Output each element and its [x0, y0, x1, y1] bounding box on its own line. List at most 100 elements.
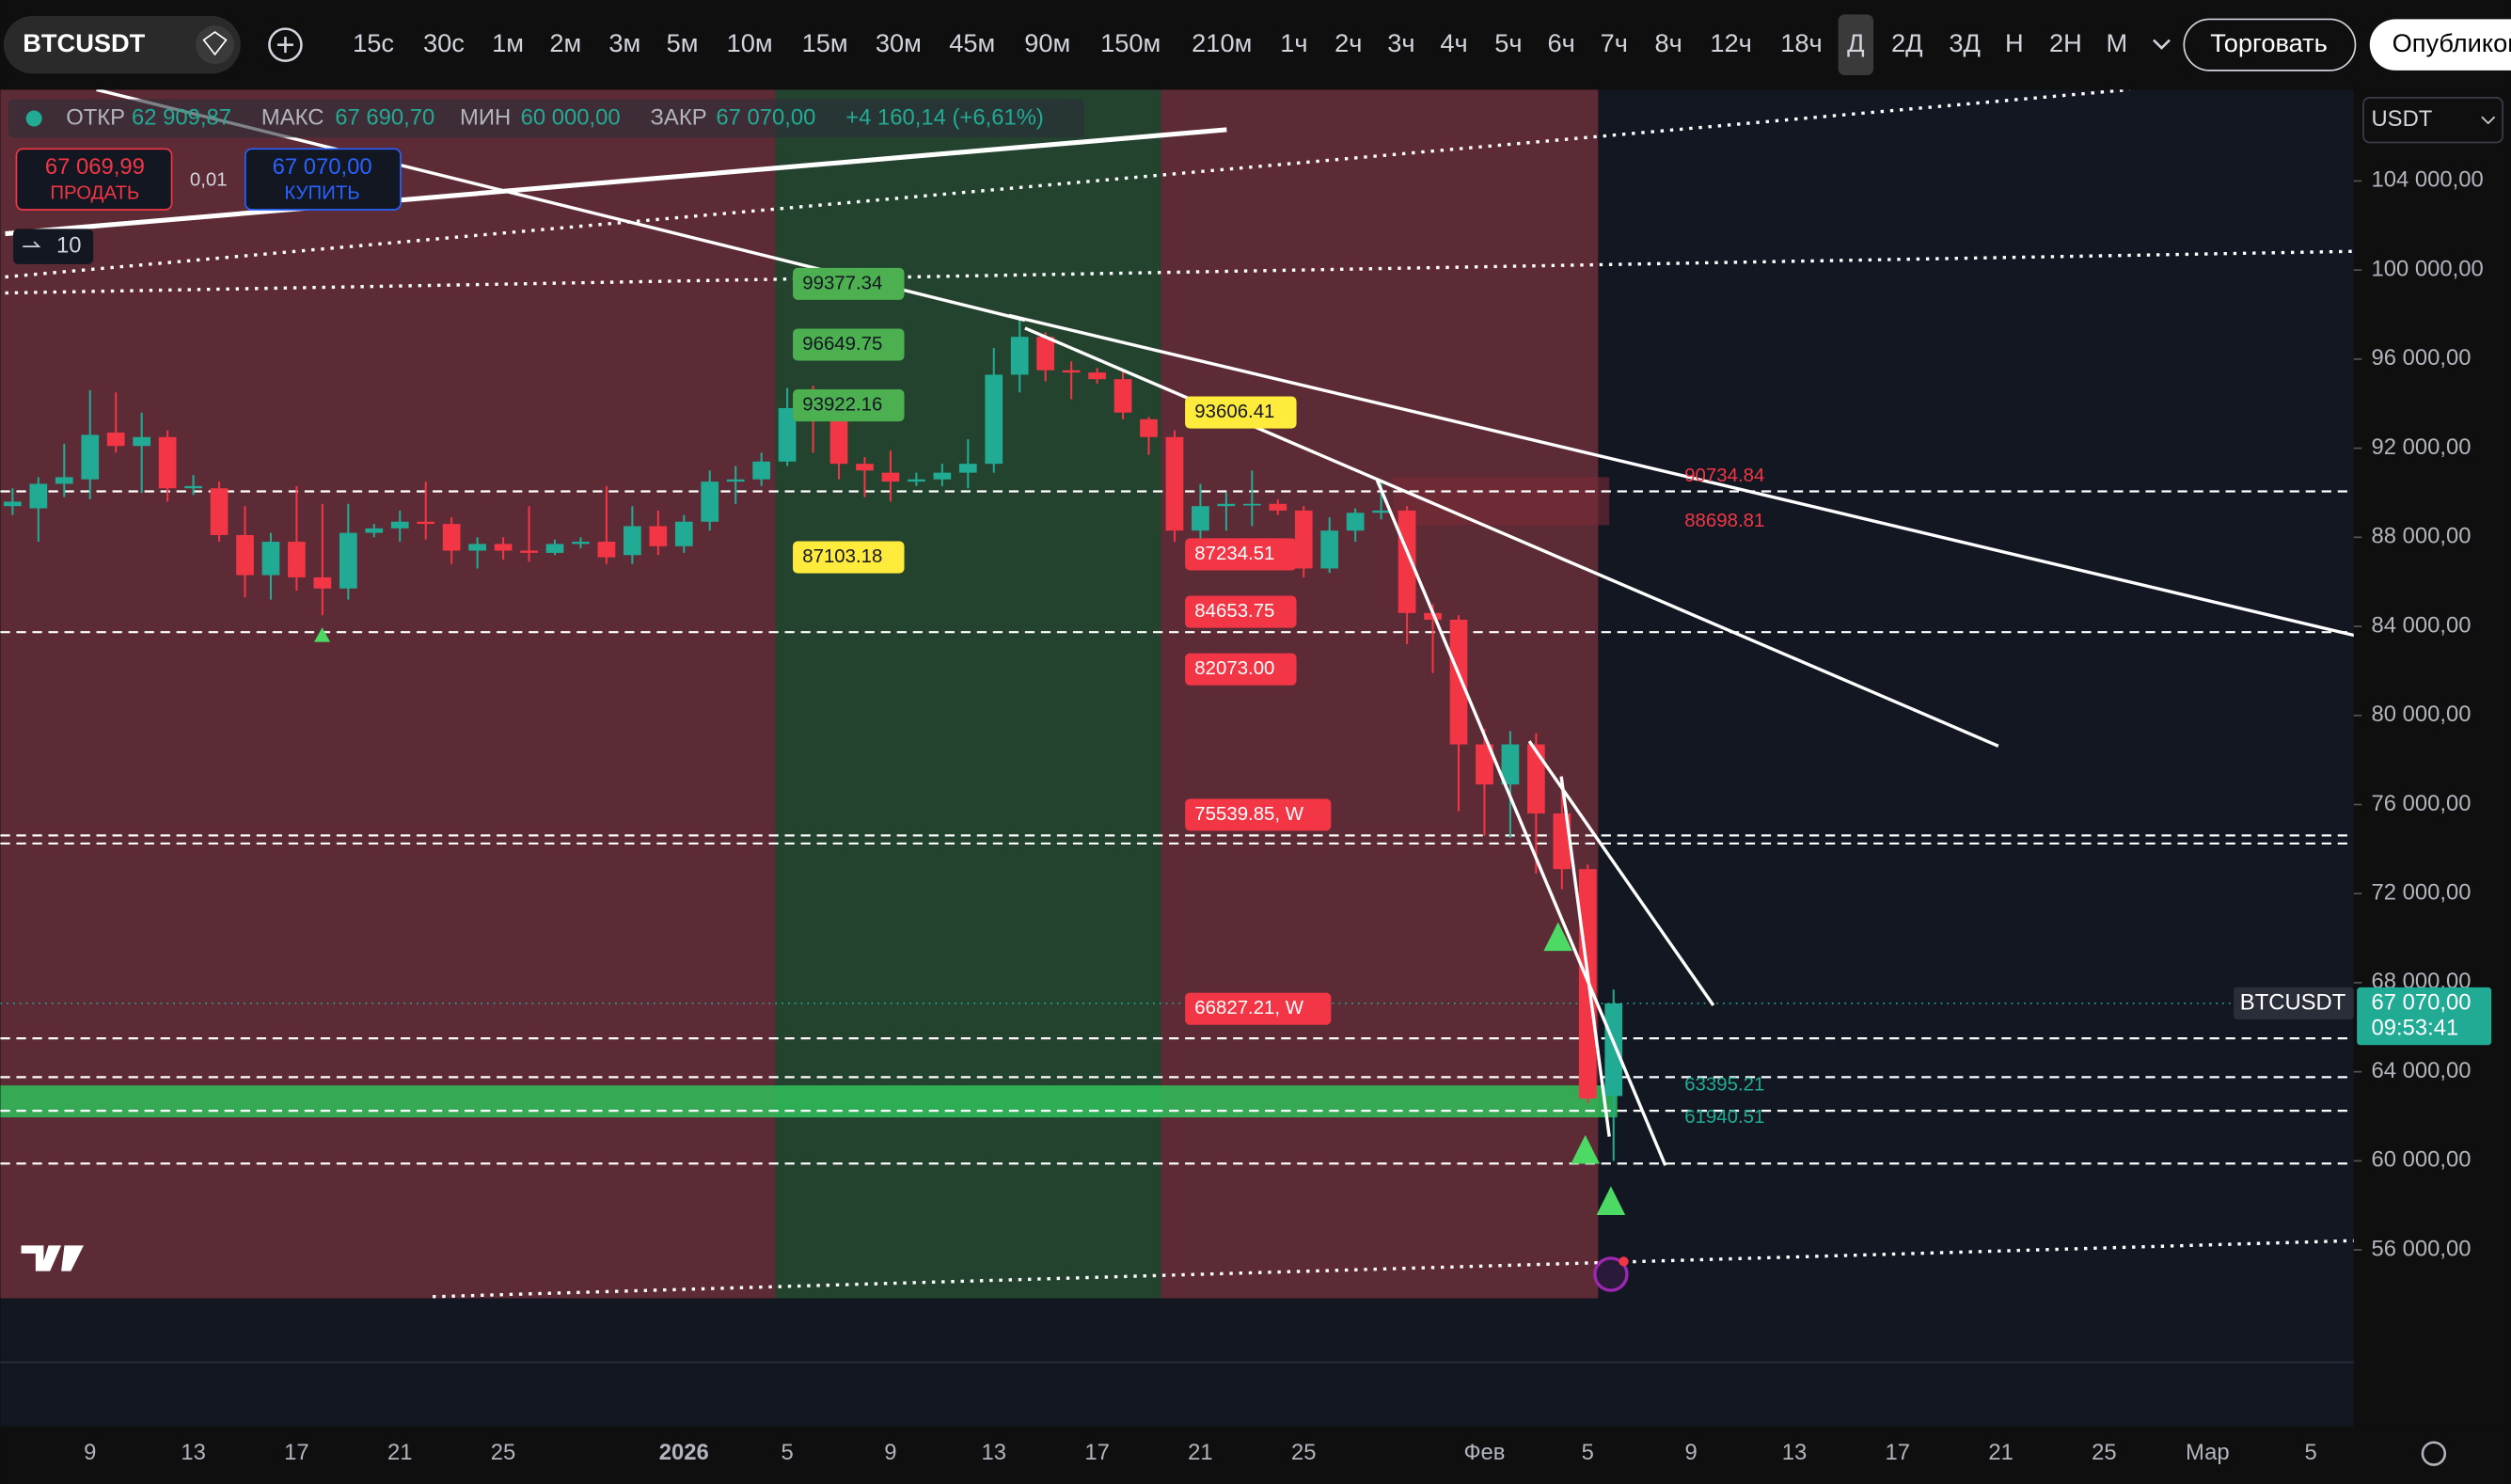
price-tag: [1185, 595, 1297, 628]
price-tag-label: 87234.51: [1194, 544, 1274, 564]
interval[interactable]: 2Д: [1891, 28, 1923, 57]
candle-body: [623, 526, 641, 556]
interval[interactable]: 3ч: [1387, 28, 1414, 57]
interval[interactable]: 30м: [876, 28, 922, 57]
interval[interactable]: 10м: [727, 28, 773, 57]
interval[interactable]: 30с: [423, 28, 465, 57]
quantity-icon: [23, 241, 41, 247]
last-symbol-box: [2234, 987, 2354, 1019]
currency: USDT: [2371, 106, 2432, 132]
price-tag-label: 99377.34: [802, 273, 882, 293]
interval[interactable]: 4ч: [1440, 28, 1467, 57]
trend-line: [1559, 776, 1611, 1137]
time-axis: [0, 1426, 2511, 1484]
y-tick-label: 56 000,00: [2371, 1236, 2471, 1261]
open-label: ОТКР: [66, 104, 125, 130]
candle-body: [468, 544, 486, 551]
more-intervals[interactable]: [2153, 39, 2171, 50]
x-tick-label: Фев: [1463, 1440, 1505, 1465]
interval[interactable]: Н: [2005, 28, 2024, 57]
candle-body: [520, 550, 538, 553]
x-tick-label: 13: [1782, 1440, 1808, 1465]
candle-body: [133, 436, 151, 447]
x-tick-label: 21: [1988, 1440, 2014, 1465]
candle-body: [442, 524, 461, 551]
candle-body: [881, 472, 900, 482]
y-tick-label: 84 000,00: [2371, 612, 2471, 638]
y-tick-label: 72 000,00: [2371, 880, 2471, 906]
legend-bg: [8, 99, 1084, 138]
candle-body: [158, 436, 177, 489]
interval[interactable]: 3Д: [1949, 28, 1981, 57]
candle-body: [106, 433, 125, 447]
interval[interactable]: 45м: [949, 28, 995, 57]
interval[interactable]: 5ч: [1494, 28, 1522, 57]
close-label: ЗАКР: [651, 104, 707, 130]
dotted-channel: [5, 87, 2130, 279]
interval[interactable]: 5м: [667, 28, 699, 57]
candle-body: [1062, 370, 1081, 373]
candle-body: [365, 528, 384, 533]
price-tag-label: 93922.16: [802, 394, 882, 415]
interval[interactable]: 150м: [1100, 28, 1161, 57]
high-label: МАКС: [261, 104, 324, 130]
candle-body: [1269, 503, 1287, 511]
symbol: BTCUSDT: [23, 28, 145, 57]
candle-body: [494, 544, 513, 551]
trend-line: [1527, 740, 1715, 1006]
trend-line: [5, 127, 1227, 237]
interval[interactable]: 2м: [549, 28, 581, 57]
candle-body: [184, 485, 202, 489]
trade-button[interactable]: [2183, 18, 2357, 71]
premium-icon[interactable]: [196, 25, 234, 65]
x-tick-label: 9: [1684, 1440, 1697, 1465]
buy-button[interactable]: [245, 148, 402, 211]
interval[interactable]: 15м: [802, 28, 848, 57]
interval[interactable]: Д: [1847, 28, 1864, 57]
sell-button[interactable]: [15, 148, 173, 211]
price-tag: [1185, 992, 1332, 1025]
interval[interactable]: 1ч: [1280, 28, 1307, 57]
symbol-search[interactable]: [3, 16, 241, 74]
signal-marker: [1571, 1134, 1600, 1164]
quantity-box[interactable]: [13, 229, 94, 264]
y-tick-label: 88 000,00: [2371, 524, 2471, 549]
interval[interactable]: 3м: [608, 28, 640, 57]
price-note: 90734.84: [1684, 466, 1764, 486]
x-tick-label: 17: [1084, 1440, 1110, 1465]
interval[interactable]: 2ч: [1334, 28, 1362, 57]
last-price-label: 67 070,00: [2371, 989, 2471, 1015]
toolbar: [0, 0, 2511, 90]
interval[interactable]: 12ч: [1710, 28, 1751, 57]
price-tag: [793, 541, 905, 574]
event-dot: [1619, 1256, 1629, 1267]
candle-body: [1372, 510, 1390, 513]
countdown: 09:53:41: [2371, 1015, 2458, 1040]
x-tick-label: 9: [884, 1440, 896, 1465]
event-icon[interactable]: [1593, 1256, 1629, 1292]
interval[interactable]: 2Н: [2049, 28, 2082, 57]
interval[interactable]: 15с: [353, 28, 394, 57]
candle-body: [933, 472, 952, 480]
interval[interactable]: М: [2106, 28, 2127, 57]
interval[interactable]: 8ч: [1655, 28, 1682, 57]
interval[interactable]: 7ч: [1601, 28, 1628, 57]
interval[interactable]: 6ч: [1547, 28, 1574, 57]
dotted-channel: [432, 1239, 2354, 1299]
interval[interactable]: 210м: [1192, 28, 1252, 57]
candle-body: [1553, 813, 1571, 870]
publish-button[interactable]: [2369, 19, 2511, 71]
add-symbol[interactable]: [268, 27, 303, 62]
interval[interactable]: 1м: [492, 28, 524, 57]
last-symbol: BTCUSDT: [2240, 989, 2346, 1015]
interval[interactable]: 90м: [1024, 28, 1070, 57]
candle-body: [545, 544, 564, 553]
currency-select[interactable]: [2362, 96, 2503, 144]
candle-body: [1010, 337, 1029, 375]
interval[interactable]: 18ч: [1780, 28, 1822, 57]
candle-body: [597, 542, 616, 558]
settings-icon[interactable]: [2421, 1441, 2447, 1466]
x-tick-label: 17: [284, 1440, 309, 1465]
y-tick-label: 64 000,00: [2371, 1058, 2471, 1083]
